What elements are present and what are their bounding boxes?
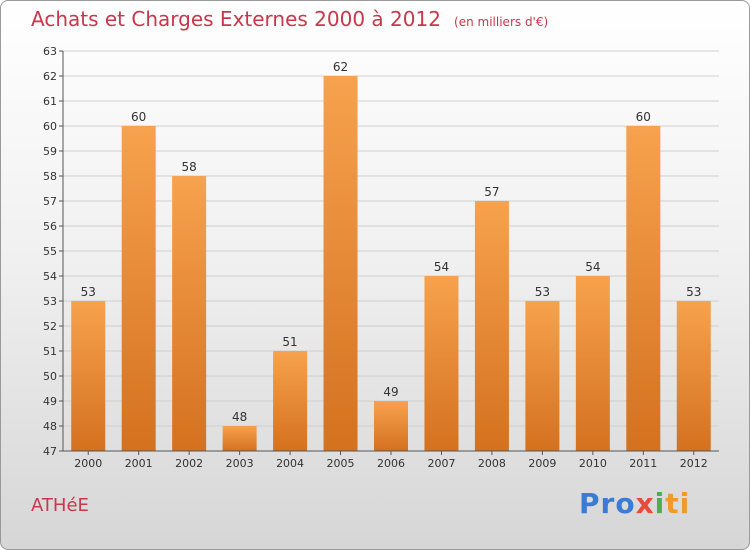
y-tick-label: 52: [43, 320, 57, 333]
bar: [676, 301, 711, 451]
x-tick-label: 2004: [276, 457, 304, 470]
data-label: 53: [686, 285, 701, 299]
y-tick-label: 53: [43, 295, 57, 308]
x-tick-label: 2002: [175, 457, 203, 470]
chart-title: Achats et Charges Externes 2000 à 2012 (…: [31, 7, 548, 31]
bar: [525, 301, 560, 451]
data-label: 62: [333, 60, 348, 74]
bar: [172, 176, 207, 451]
data-label: 57: [484, 185, 499, 199]
x-tick-label: 2007: [427, 457, 455, 470]
data-label: 58: [182, 160, 197, 174]
y-tick-label: 51: [43, 345, 57, 358]
data-label: 48: [232, 410, 247, 424]
axes: [62, 51, 719, 452]
logo-part: i: [654, 487, 666, 520]
data-label: 60: [636, 110, 651, 124]
logo-part: Pro: [579, 487, 636, 520]
x-tick-label: 2005: [327, 457, 355, 470]
data-labels: 53 60 58 48 51 62 49 54 57 53 54 60 53: [81, 60, 702, 424]
x-tick-label: 2008: [478, 457, 506, 470]
y-tick-label: 60: [43, 120, 57, 133]
data-label: 60: [131, 110, 146, 124]
x-tick-label: 2011: [629, 457, 657, 470]
bars: [71, 76, 711, 451]
y-tick-labels: 47 48 49 50 51 52 53 54 55 56 57 58 59 60 61 62 63: [43, 45, 57, 458]
bar: [474, 201, 509, 451]
y-tick-label: 56: [43, 220, 57, 233]
y-tick-label: 57: [43, 195, 57, 208]
bar: [121, 126, 156, 451]
bar: [575, 276, 610, 451]
bar: [424, 276, 459, 451]
y-tick-label: 48: [43, 420, 57, 433]
y-tick-label: 47: [43, 445, 57, 458]
data-label: 53: [81, 285, 96, 299]
x-tick-label: 2003: [226, 457, 254, 470]
chart-unit: (en milliers d'€): [454, 15, 549, 29]
proxiti-logo: Proxiti: [579, 487, 690, 520]
y-tick-label: 59: [43, 145, 57, 158]
bar: [323, 76, 358, 451]
data-label: 54: [585, 260, 600, 274]
data-label: 51: [282, 335, 297, 349]
x-tick-label: 2012: [680, 457, 708, 470]
chart-title-text: Achats et Charges Externes 2000 à 2012: [31, 7, 441, 31]
x-tick-label: 2009: [528, 457, 556, 470]
place-name: ATHéE: [31, 495, 89, 516]
x-tick-label: 2006: [377, 457, 405, 470]
y-tick-label: 50: [43, 370, 57, 383]
y-tick-label: 62: [43, 70, 57, 83]
data-label: 54: [434, 260, 449, 274]
y-tick-label: 54: [43, 270, 57, 283]
bar: [374, 401, 408, 451]
x-tick-label: 2010: [579, 457, 607, 470]
bar: [222, 426, 257, 451]
data-label: 53: [535, 285, 550, 299]
y-tick-label: 61: [43, 95, 57, 108]
y-tick-label: 63: [43, 45, 57, 58]
x-tick-label: 2001: [125, 457, 153, 470]
logo-part: ti: [665, 487, 691, 520]
bar: [273, 351, 308, 451]
bar: [626, 126, 661, 451]
bar: [71, 301, 106, 451]
y-tick-label: 55: [43, 245, 57, 258]
logo-part: x: [635, 487, 655, 520]
y-tick-label: 58: [43, 170, 57, 183]
data-label: 49: [383, 385, 398, 399]
x-tick-labels: 2000 2001 2002 2003 2004 2005 2006 2007 2008 2009…: [74, 457, 708, 470]
x-tick-label: 2000: [74, 457, 102, 470]
y-tick-label: 49: [43, 395, 57, 408]
